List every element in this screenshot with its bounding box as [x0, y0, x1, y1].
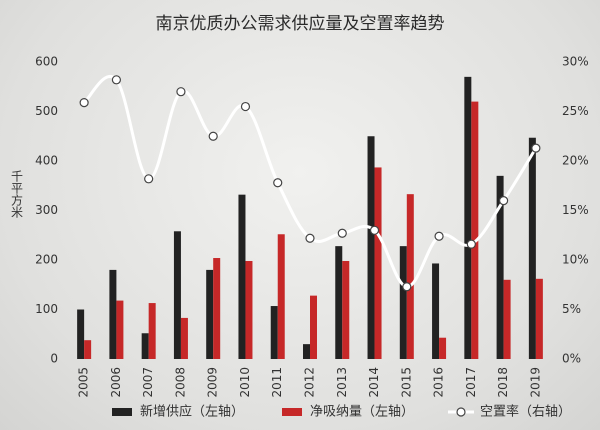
- bar: [367, 136, 375, 359]
- bar: [206, 269, 214, 359]
- bar: [535, 278, 543, 359]
- line-point: [144, 174, 154, 184]
- y2-tick-label: 5%: [562, 302, 581, 316]
- line-point: [499, 196, 509, 206]
- bar: [503, 279, 511, 359]
- line-point: [305, 233, 315, 243]
- y2-tick-label: 25%: [562, 104, 589, 118]
- bar: [77, 309, 85, 359]
- y2-tick-label: 15%: [562, 203, 589, 217]
- bar: [464, 76, 472, 359]
- y-tick-label: 600: [35, 55, 58, 69]
- x-tick-label: 2009: [206, 367, 220, 398]
- chart-title: 南京优质办公需求供应量及空置率趋势: [156, 14, 445, 34]
- x-tick-label: 2012: [303, 367, 317, 398]
- y-tick-label: 100: [35, 302, 58, 316]
- x-tick-label: 2006: [109, 367, 123, 398]
- line-point: [79, 97, 89, 108]
- legend-label: 新增供应（左轴）: [140, 404, 244, 420]
- bar: [335, 246, 343, 359]
- bar: [173, 231, 181, 359]
- line-point: [176, 87, 186, 97]
- y-tick-label: 300: [35, 203, 58, 217]
- y-tick-label: 0: [50, 352, 58, 366]
- x-tick-label: 2014: [367, 367, 381, 398]
- x-tick-label: 2016: [432, 367, 446, 398]
- y-axis-label: 千平方米: [10, 170, 24, 218]
- line-point: [273, 178, 283, 188]
- line-point: [337, 228, 347, 238]
- bar: [141, 333, 149, 359]
- bar: [439, 337, 447, 359]
- line-point: [466, 239, 476, 249]
- x-tick-label: 2013: [335, 367, 349, 398]
- bar: [374, 167, 382, 359]
- y-tick-label: 400: [35, 154, 58, 168]
- bar: [399, 246, 407, 359]
- x-tick-label: 2008: [173, 367, 187, 398]
- bar: [406, 194, 414, 359]
- y2-tick-label: 30%: [562, 55, 589, 69]
- legend-swatch: [112, 408, 132, 416]
- bar: [213, 258, 221, 359]
- x-tick-label: 2011: [270, 367, 284, 398]
- line-point: [369, 225, 380, 235]
- legend-label: 空置率（右轴）: [480, 404, 571, 420]
- bar: [245, 260, 253, 359]
- x-tick-label: 2010: [238, 367, 252, 398]
- bar: [432, 263, 440, 359]
- bar: [148, 303, 156, 359]
- bar: [528, 137, 536, 359]
- bar: [303, 344, 310, 359]
- y2-tick-label: 0%: [562, 352, 581, 366]
- line: [83, 75, 538, 289]
- y-tick-label: 500: [35, 104, 58, 118]
- x-tick-label: 2019: [528, 367, 542, 398]
- line-point: [111, 75, 122, 85]
- y-tick-label: 200: [35, 253, 58, 267]
- bar: [109, 269, 117, 359]
- bar: [310, 295, 317, 359]
- bar: [84, 340, 92, 359]
- x-tick-label: 2007: [141, 367, 155, 398]
- legend-swatch: [282, 408, 302, 416]
- line-point: [240, 101, 251, 112]
- line-point: [208, 131, 218, 141]
- y2-tick-label: 20%: [562, 154, 589, 168]
- bar: [496, 175, 504, 359]
- bar: [471, 101, 479, 359]
- bar: [180, 317, 188, 359]
- x-tick-label: 2018: [496, 367, 510, 398]
- y2-tick-label: 10%: [562, 253, 589, 267]
- x-tick-label: 2017: [464, 367, 478, 398]
- x-tick-label: 2015: [399, 367, 413, 398]
- legend-label: 净吸纳量（左轴）: [310, 405, 414, 420]
- bar: [116, 300, 124, 359]
- bar: [270, 306, 278, 359]
- line-point: [434, 231, 444, 241]
- bar: [342, 260, 350, 359]
- bar: [238, 194, 246, 359]
- line-point: [531, 143, 541, 153]
- bar: [277, 234, 285, 359]
- legend-swatch: [456, 407, 466, 417]
- line-point: [402, 282, 412, 292]
- x-tick-label: 2005: [77, 367, 91, 398]
